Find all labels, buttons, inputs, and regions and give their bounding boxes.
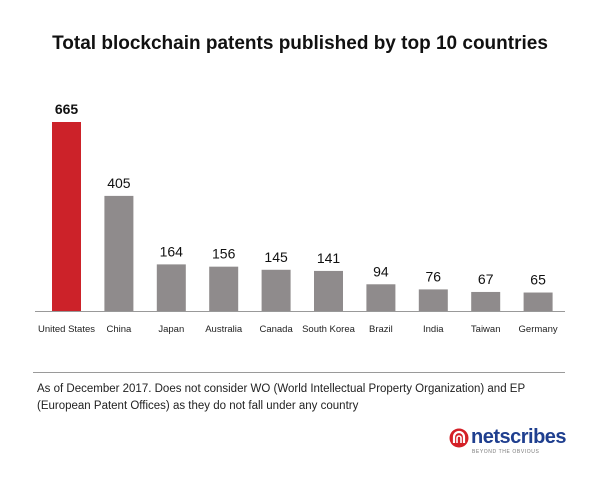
x-tick-label: China (106, 324, 132, 335)
data-label: 665 (55, 101, 79, 117)
bar (418, 289, 448, 311)
data-label: 67 (478, 271, 494, 287)
bar (523, 292, 553, 311)
bar (209, 266, 239, 311)
data-label: 65 (530, 272, 546, 288)
x-tick-label: United States (38, 324, 95, 335)
data-label: 94 (373, 263, 389, 279)
bar (104, 195, 134, 311)
footnote: As of December 2017. Does not consider W… (37, 383, 525, 412)
x-tick-label: Germany (519, 324, 558, 335)
x-tick-label: Canada (259, 324, 293, 335)
data-label: 145 (264, 249, 288, 265)
x-tick-label: South Korea (302, 324, 356, 335)
data-label: 76 (426, 268, 442, 284)
data-label: 141 (317, 250, 341, 266)
logo-wordmark: netscribes (471, 426, 567, 448)
x-tick-label: Brazil (369, 324, 393, 335)
bar (156, 264, 186, 311)
logo-tagline: BEYOND THE OBVIOUS (472, 449, 540, 455)
data-label: 405 (107, 175, 131, 191)
data-label: 164 (160, 243, 184, 259)
netscribes-logo-icon (449, 428, 469, 448)
x-tick-label: India (423, 324, 444, 335)
data-label: 156 (212, 246, 236, 262)
bar (471, 291, 501, 311)
bar (261, 269, 291, 311)
netscribes-logo: netscribes BEYOND THE OBVIOUS (449, 425, 569, 457)
chart-title: Total blockchain patents published by to… (52, 33, 548, 54)
x-tick-label: Australia (205, 324, 243, 335)
x-tick-label: Japan (158, 324, 184, 335)
bar (52, 122, 81, 311)
bar (366, 284, 396, 311)
x-tick-label: Taiwan (471, 324, 501, 335)
bar-chart: 665 United States 405 China 164 Japan 156 Austr… (35, 101, 565, 335)
footnote-divider (33, 372, 565, 373)
bar (314, 270, 343, 311)
